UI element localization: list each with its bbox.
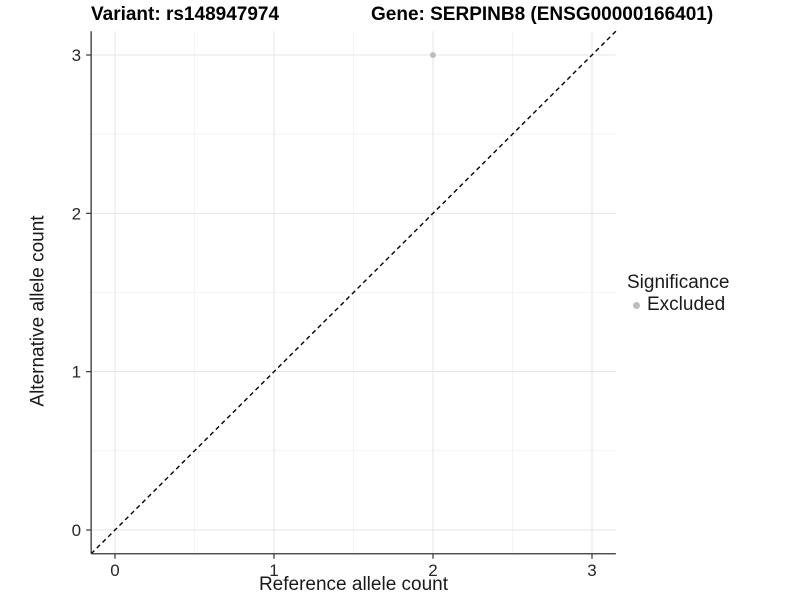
gene-title: Gene: SERPINB8 (ENSG00000166401) <box>371 4 714 25</box>
legend-item-excluded: Excluded <box>627 295 729 315</box>
y-tick-label: 1 <box>72 363 81 382</box>
legend-title: Significance <box>627 272 730 293</box>
x-axis-label: Reference allele count <box>258 574 449 595</box>
legend: Significance Excluded <box>627 273 729 315</box>
x-tick-label: 3 <box>587 561 596 580</box>
data-point-excluded <box>430 52 436 58</box>
variant-title: Variant: rs148947974 <box>91 4 280 25</box>
excluded-point-swatch <box>633 301 640 309</box>
y-tick-label: 2 <box>72 204 81 223</box>
x-tick-label: 2 <box>428 561 437 580</box>
y-tick-label: 0 <box>72 521 81 540</box>
y-tick-label: 3 <box>72 46 81 65</box>
x-tick-label: 0 <box>110 561 119 580</box>
legend-item-label: Excluded <box>647 294 726 315</box>
identity-line <box>90 30 617 555</box>
y-axis-label: Alternative allele count <box>27 215 49 407</box>
x-tick-label: 1 <box>269 561 278 580</box>
